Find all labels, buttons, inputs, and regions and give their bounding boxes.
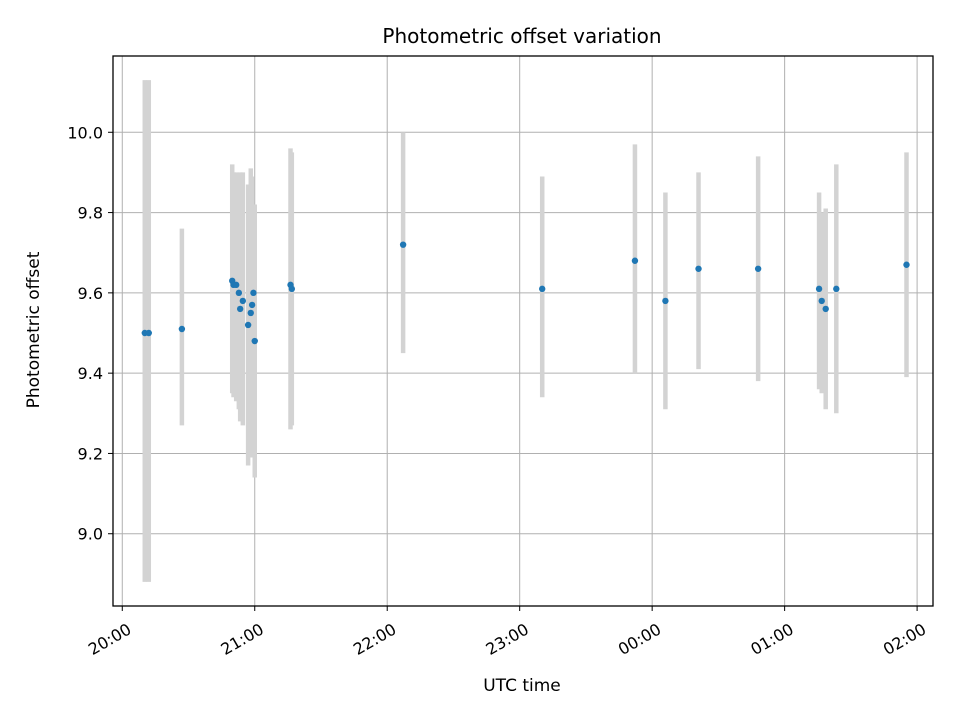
data-point [399, 241, 407, 248]
plot-frame [112, 55, 934, 607]
y-tick-label: 9.4 [78, 364, 103, 383]
data-point [178, 325, 186, 333]
data-points [141, 241, 910, 345]
y-tick-label: 10.0 [67, 123, 103, 142]
data-point [236, 305, 244, 313]
data-point [235, 289, 243, 297]
data-point [818, 297, 825, 305]
data-point [539, 285, 546, 293]
data-point [244, 321, 252, 329]
data-point [822, 305, 829, 313]
data-point [695, 265, 702, 272]
data-point [145, 329, 152, 337]
data-point [251, 337, 258, 345]
data-point [833, 285, 840, 293]
y-axis-ticks: 9.0 9.2 9.4 9.6 9.8 10.0 [67, 123, 113, 544]
chart-title: Photometric offset variation [382, 24, 661, 48]
data-point [239, 297, 247, 305]
data-point [631, 257, 639, 264]
y-tick-label: 9.8 [78, 204, 103, 223]
y-tick-label: 9.0 [78, 525, 103, 544]
y-axis-label: Photometric offset [24, 251, 44, 408]
y-tick-label: 9.2 [78, 444, 103, 463]
data-point [250, 289, 257, 297]
y-tick-label: 9.6 [78, 284, 103, 303]
data-point [815, 285, 823, 293]
data-point [903, 261, 910, 268]
data-point [662, 297, 669, 305]
data-point [288, 285, 296, 293]
data-point [754, 265, 762, 272]
data-point [232, 281, 240, 289]
x-axis-label: UTC time [483, 676, 561, 696]
data-point [247, 309, 254, 317]
data-point [248, 301, 256, 309]
x-axis-ticks: 20:00 21:00 22:00 23:00 00:00 01:00 02:00 [85, 606, 929, 659]
